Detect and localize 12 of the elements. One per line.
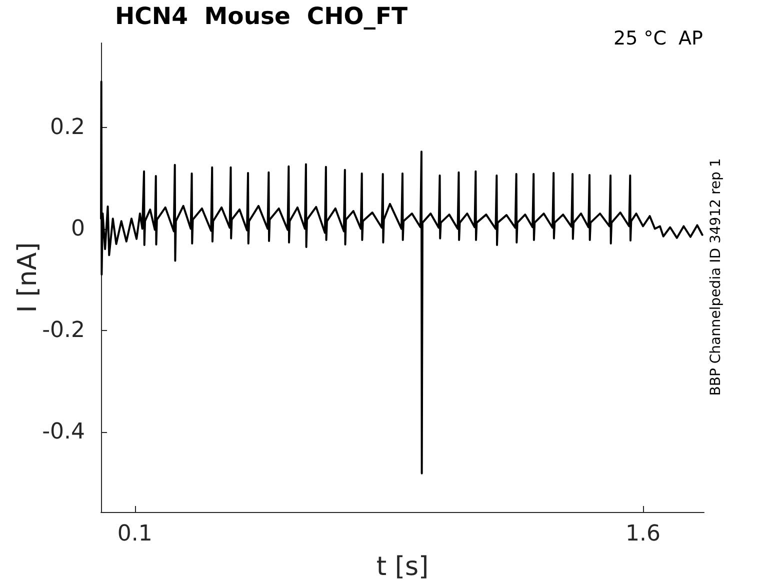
x-axis-title: t [s] [376, 552, 429, 582]
x-tick-label: 0.1 [117, 522, 152, 546]
y-axis-title: I [nA] [13, 242, 43, 313]
y-tick-label: -0.2 [42, 318, 85, 343]
line-series [100, 80, 704, 474]
y-tick-label: 0.2 [50, 114, 85, 140]
y-tick-label: 0 [71, 216, 85, 242]
annotation: 25 °C AP [613, 28, 704, 50]
y-tick-label: -0.4 [42, 419, 85, 444]
chart-title: HCN4 Mouse CHO_FT [115, 2, 408, 30]
text: BBP Channelpedia ID 34912 rep 1 [708, 158, 724, 396]
x-tick-label: 1.6 [626, 522, 661, 546]
